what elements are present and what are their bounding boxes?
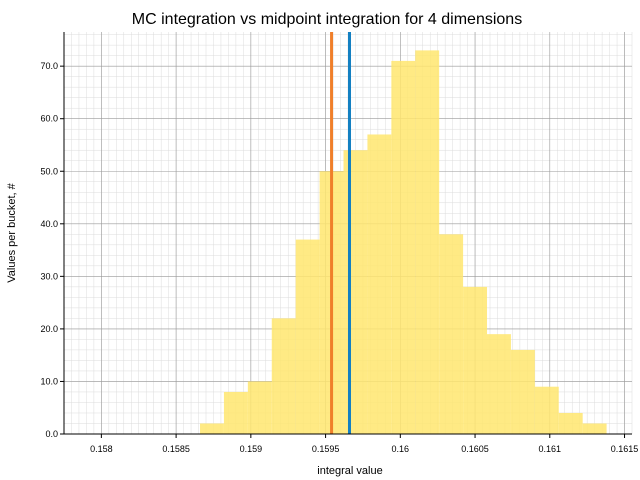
histogram-bar [343,150,368,434]
x-axis-label: integral value [317,465,382,477]
vertical-reference-lines [330,32,351,434]
histogram-bar [439,234,464,434]
y-tick-labels: 0.0 10.0 20.0 30.0 40.0 50.0 60.0 70.0 [40,61,64,439]
axes [63,32,632,435]
histogram-bars [200,50,607,435]
histogram-bar [367,134,392,434]
histogram-bar [534,386,559,434]
x-tick-label: 0.1615 [611,444,639,454]
x-tick-label: 0.1605 [461,444,489,454]
x-tick-label: 0.1585 [162,444,190,454]
histogram-bar [200,423,224,434]
y-axis-label: Values per bucket, # [6,182,18,282]
histogram-bar [487,334,511,434]
x-tick-label: 0.158 [90,444,113,454]
y-tick-label: 0.0 [45,429,58,439]
histogram-bar [271,318,296,434]
x-tick-label: 0.159 [240,444,263,454]
histogram-bar [510,349,535,434]
histogram-bar [415,50,440,435]
y-tick-label: 20.0 [40,324,58,334]
x-tick-label: 0.161 [539,444,562,454]
x-tick-label: 0.1595 [312,444,340,454]
y-tick-label: 30.0 [40,271,58,281]
y-tick-label: 60.0 [40,114,58,124]
histogram-bar [295,239,320,434]
histogram-bar [582,423,607,434]
x-tick-label: 0.16 [392,444,410,454]
y-tick-label: 40.0 [40,219,58,229]
histogram-bar [223,391,248,434]
histogram-bar [463,286,488,434]
histogram-bar [391,60,416,434]
y-tick-label: 70.0 [40,61,58,71]
y-tick-label: 10.0 [40,376,58,386]
y-tick-label: 50.0 [40,166,58,176]
histogram-bar [247,381,272,434]
x-tick-labels: 0.158 0.1585 0.159 0.1595 0.16 0.1605 0.161 0.1… [90,434,638,454]
chart-title: MC integration vs midpoint integration f… [132,11,522,28]
histogram-bar [558,412,583,434]
